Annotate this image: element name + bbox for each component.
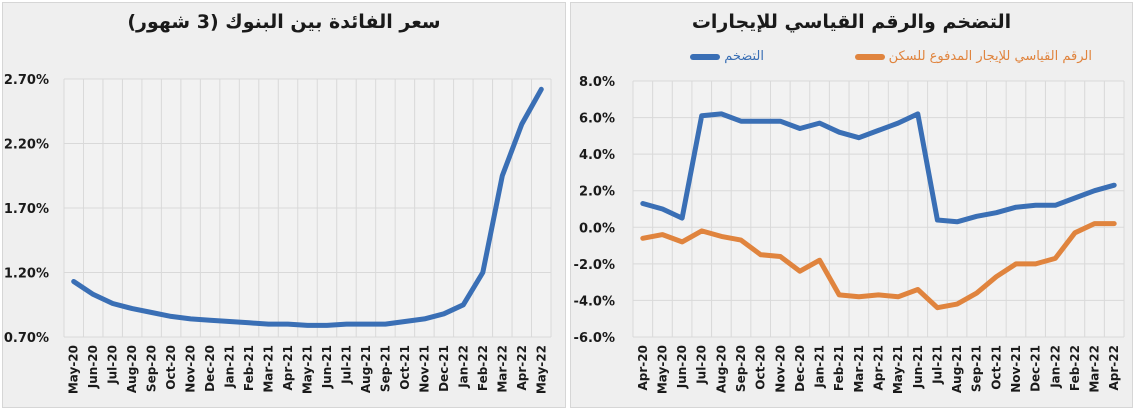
legend-item-rent-index: الرقم القياسي للإيجار المدفوع للسكن <box>854 49 1092 64</box>
x-axis-tick-label: May-22 <box>534 345 548 394</box>
y-axis-tick-label: -4.0% <box>574 294 615 309</box>
y-axis-tick-label: -6.0% <box>574 331 615 346</box>
y-axis-tick-label: 2.70% <box>4 73 49 88</box>
x-axis-tick-label: Aug-21 <box>950 345 964 393</box>
x-axis-tick-label: Oct-20 <box>164 345 178 390</box>
x-axis-tick-label: May-21 <box>891 345 905 394</box>
x-axis-tick-label: Dec-21 <box>437 345 451 392</box>
x-axis-tick-label: Nov-20 <box>184 345 198 393</box>
interbank-rate-chart-panel: سعر الفائدة بين البنوك (3 شهور) 0.70% 1.2… <box>2 2 566 408</box>
x-axis-tick-label: Mar-22 <box>1088 345 1102 393</box>
x-axis-tick-label: Sep-21 <box>970 345 984 392</box>
x-axis-tick-label: Jan-21 <box>223 345 237 389</box>
x-axis-tick-label: Dec-20 <box>793 345 807 392</box>
x-axis-tick-label: Mar-21 <box>852 345 866 393</box>
interbank-rate-plot: 0.70% 1.20% 1.70% 2.20% 2.70% May-20 Jun-20 Jul… <box>4 73 552 394</box>
x-axis-tick-label: Sep-20 <box>145 345 159 392</box>
y-axis-tick-label: 6.0% <box>579 112 615 127</box>
legend-swatch-orange <box>854 53 885 60</box>
chart-title: سعر الفائدة بين البنوك (3 شهور) <box>127 11 441 33</box>
inflation-rent-chart-panel: التضخم والرقم القياسي للإيجارات الرقم ال… <box>570 2 1133 408</box>
x-axis-tick-label: Aug-21 <box>359 345 373 393</box>
x-axis-tick-label: Sep-20 <box>734 345 748 392</box>
x-axis-tick-label: Jun-21 <box>911 345 925 389</box>
x-axis-tick-label: Jul-21 <box>930 345 944 385</box>
y-axis-tick-label: 1.70% <box>4 202 49 217</box>
x-axis-tick-label: Nov-21 <box>1009 345 1023 393</box>
x-axis-tick-label: Apr-21 <box>281 345 295 390</box>
y-axis-tick-label: 2.20% <box>4 138 49 153</box>
x-axis-tick-label: Jul-20 <box>106 345 120 385</box>
x-axis-tick-label: Sep-21 <box>378 345 392 392</box>
legend-swatch-blue <box>690 53 721 60</box>
x-axis-tick-label: Feb-22 <box>1068 345 1082 391</box>
legend-label: التضخم <box>724 49 764 64</box>
x-axis-tick-label: Jul-20 <box>695 345 709 385</box>
y-axis-tick-label: 8.0% <box>579 75 615 90</box>
x-axis-tick-label: Oct-21 <box>398 345 412 390</box>
y-axis-tick-label: 2.0% <box>579 185 615 200</box>
x-axis-tick-label: Mar-22 <box>495 345 509 393</box>
x-axis-tick-label: Apr-21 <box>872 345 886 390</box>
y-axis-tick-label: 0.0% <box>579 221 615 236</box>
x-axis-tick-label: Jun-21 <box>320 345 334 389</box>
x-axis-tick-label: Feb-22 <box>476 345 490 391</box>
chart-legend: الرقم القياسي للإيجار المدفوع للسكن التض… <box>571 49 1132 69</box>
x-axis-tick-label: Feb-21 <box>242 345 256 391</box>
plot-area <box>633 81 1124 337</box>
x-axis-tick-label: Mar-21 <box>262 345 276 393</box>
x-axis-tick-label: Nov-21 <box>417 345 431 393</box>
x-axis-tick-label: May-21 <box>301 345 315 394</box>
x-axis-tick-label: Jul-21 <box>339 345 353 385</box>
legend-label: الرقم القياسي للإيجار المدفوع للسكن <box>888 49 1092 64</box>
x-axis-tick-label: Aug-20 <box>714 345 728 393</box>
x-axis-tick-label: Aug-20 <box>125 345 139 393</box>
x-axis-tick-label: Jan-22 <box>1048 345 1062 389</box>
x-axis-tick-label: Apr-22 <box>515 345 529 390</box>
y-axis-tick-label: 4.0% <box>579 148 615 163</box>
x-axis-tick-label: Apr-22 <box>1107 345 1121 390</box>
series-line <box>640 111 1117 225</box>
chart-title: التضخم والرقم القياسي للإيجارات <box>691 11 1012 33</box>
series-line <box>71 86 544 328</box>
x-axis-tick-label: Feb-21 <box>832 345 846 391</box>
x-axis-tick-label: Dec-21 <box>1029 345 1043 392</box>
x-axis-tick-label: Jan-21 <box>813 345 827 389</box>
x-axis-tick-label: Jun-20 <box>86 345 100 389</box>
x-axis-tick-label: Nov-20 <box>773 345 787 393</box>
legend-item-inflation: التضخم <box>690 49 764 64</box>
x-axis-tick-label: Oct-21 <box>989 345 1003 390</box>
x-axis-tick-label: Apr-20 <box>636 345 650 390</box>
x-axis-tick-label: Oct-20 <box>754 345 768 390</box>
series-line <box>640 221 1117 311</box>
x-axis-tick-label: Dec-20 <box>203 345 217 392</box>
x-axis-tick-label: Jun-20 <box>675 345 689 389</box>
y-axis-tick-label: 0.70% <box>4 331 49 346</box>
y-axis-tick-label: 1.20% <box>4 267 49 282</box>
x-axis-tick-label: Jan-22 <box>456 345 470 389</box>
inflation-rent-plot: -6.0% -4.0% -2.0% 0.0% 2.0% 4.0% 6.0% 8.0% Apr-2… <box>574 75 1125 394</box>
x-axis-tick-label: May-20 <box>655 345 669 394</box>
x-axis-tick-label: May-20 <box>67 345 81 394</box>
y-axis-tick-label: -2.0% <box>574 258 615 273</box>
